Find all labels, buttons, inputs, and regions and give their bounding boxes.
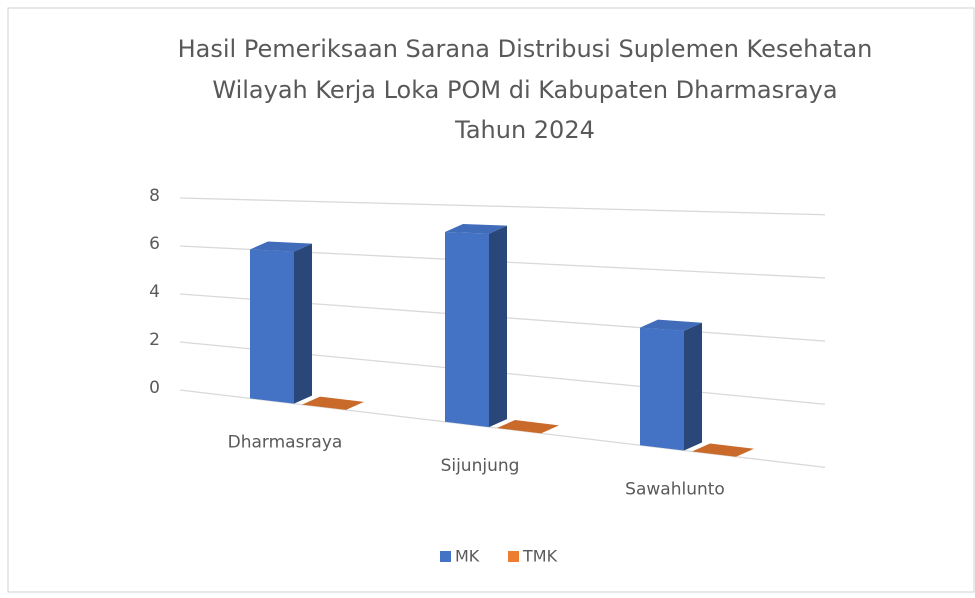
- grid-line: [179, 197, 826, 216]
- legend-label: TMK: [522, 547, 558, 566]
- bar: [692, 443, 754, 457]
- bar: [250, 241, 312, 404]
- bar-top: [497, 420, 559, 434]
- y-tick-label: 2: [149, 330, 160, 350]
- bar-side: [489, 225, 507, 428]
- bar-front: [640, 327, 684, 451]
- y-tick-label: 8: [149, 186, 160, 206]
- legend-swatch: [508, 551, 519, 562]
- bar: [445, 224, 507, 428]
- y-tick-label: 4: [149, 282, 160, 302]
- x-tick-label: Sijunjung: [441, 456, 520, 476]
- bar: [640, 319, 702, 451]
- chart-title: Wilayah Kerja Loka POM di Kabupaten Dhar…: [212, 76, 837, 104]
- y-tick-label: 0: [149, 378, 160, 398]
- chart-title: Hasil Pemeriksaan Sarana Distribusi Supl…: [178, 35, 873, 63]
- bar-top: [250, 241, 312, 252]
- y-tick-label: 6: [149, 234, 160, 254]
- x-tick-label: Sawahlunto: [625, 479, 725, 499]
- bar: [302, 396, 364, 410]
- bar-front: [445, 232, 489, 428]
- bar-front: [250, 249, 294, 404]
- bar-top: [445, 224, 507, 234]
- bar-side: [684, 322, 702, 451]
- legend-swatch: [440, 551, 451, 562]
- bar-top: [640, 319, 702, 331]
- legend-label: MK: [455, 547, 480, 566]
- bar-top: [302, 396, 364, 410]
- x-tick-label: Dharmasraya: [228, 433, 343, 453]
- chart-title: Tahun 2024: [454, 116, 595, 144]
- bar-top: [692, 443, 754, 457]
- bar-side: [294, 243, 312, 404]
- bar: [497, 420, 559, 434]
